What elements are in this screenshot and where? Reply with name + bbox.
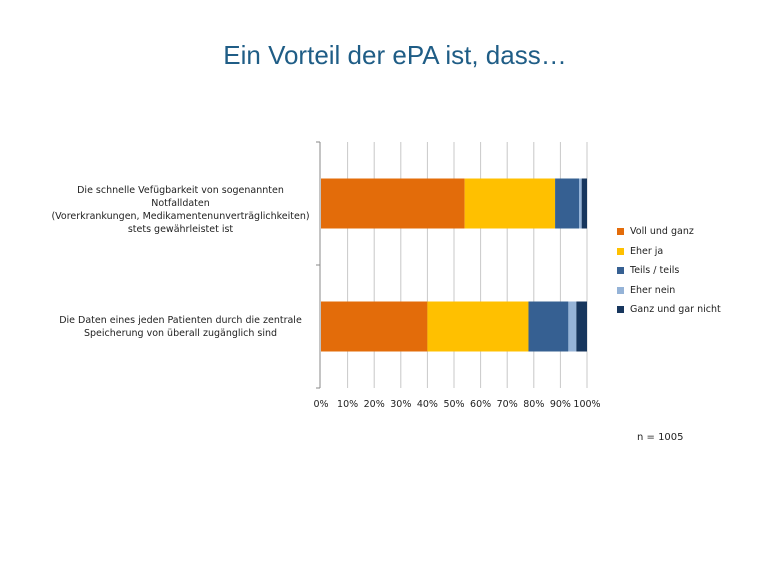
legend-swatch bbox=[617, 306, 624, 313]
legend-swatch bbox=[617, 247, 624, 255]
category-label: Die Daten eines jeden Patienten durch di… bbox=[48, 314, 313, 340]
x-tick-label: 80% bbox=[523, 399, 544, 410]
bar-segment-voll-und-ganz bbox=[321, 178, 465, 229]
x-tick-label: 20% bbox=[364, 399, 385, 410]
x-tick-label: 60% bbox=[470, 399, 491, 410]
legend-swatch bbox=[617, 286, 624, 294]
bar-segment-ganz-und-gar-nicht bbox=[581, 178, 587, 229]
bar-segment-ganz-und-gar-nicht bbox=[576, 301, 587, 352]
bar-segment-eher-ja bbox=[427, 301, 529, 352]
category-label-line: Die schnelle Vefügbarkeit von sogenannte… bbox=[77, 185, 284, 209]
legend-label: Eher nein bbox=[630, 284, 676, 296]
category-label-line: Die Daten eines jeden Patienten durch di… bbox=[59, 314, 302, 326]
bar-segment-eher-ja bbox=[464, 178, 556, 229]
bar-segment-teils-teils bbox=[555, 178, 580, 229]
x-tick-label: 70% bbox=[497, 399, 518, 410]
legend-label: Ganz und gar nicht bbox=[630, 304, 721, 315]
category-label-line: stets gewährleistet ist bbox=[127, 224, 234, 235]
x-tick-label: 90% bbox=[550, 399, 571, 410]
sample-size-annotation: n = 1005 bbox=[637, 432, 684, 443]
legend-swatch bbox=[617, 267, 624, 274]
bar-segment-teils-teils bbox=[528, 301, 569, 352]
legend-item: Eher ja bbox=[617, 246, 663, 257]
legend-item: Teils / teils bbox=[617, 265, 679, 276]
legend-swatch bbox=[617, 228, 624, 235]
bar-segment-eher-nein bbox=[579, 178, 582, 229]
x-tick-label: 50% bbox=[443, 399, 464, 410]
x-tick-label: 0% bbox=[313, 399, 328, 410]
x-tick-label: 100% bbox=[573, 399, 600, 410]
legend-label: Voll und ganz bbox=[630, 226, 694, 237]
legend-item: Eher nein bbox=[617, 285, 675, 296]
category-label-line: (Vorerkrankungen, Medikamentenunverträgl… bbox=[51, 211, 310, 222]
chart-title: Ein Vorteil der ePA ist, dass… bbox=[223, 40, 567, 70]
x-tick-label: 10% bbox=[337, 399, 358, 410]
x-tick-label: 30% bbox=[390, 399, 411, 410]
legend-label: Eher ja bbox=[630, 245, 664, 257]
category-label: Die schnelle Vefügbarkeit von sogenannte… bbox=[48, 184, 313, 236]
bar-segment-eher-nein bbox=[568, 301, 577, 352]
legend-item: Ganz und gar nicht bbox=[617, 304, 721, 315]
legend-item: Voll und ganz bbox=[617, 226, 694, 237]
legend-label: Teils / teils bbox=[630, 265, 680, 276]
category-label-line: Speicherung von überall zugänglich sind bbox=[83, 327, 278, 339]
x-tick-label: 40% bbox=[417, 399, 438, 410]
bar-segment-voll-und-ganz bbox=[321, 301, 428, 352]
